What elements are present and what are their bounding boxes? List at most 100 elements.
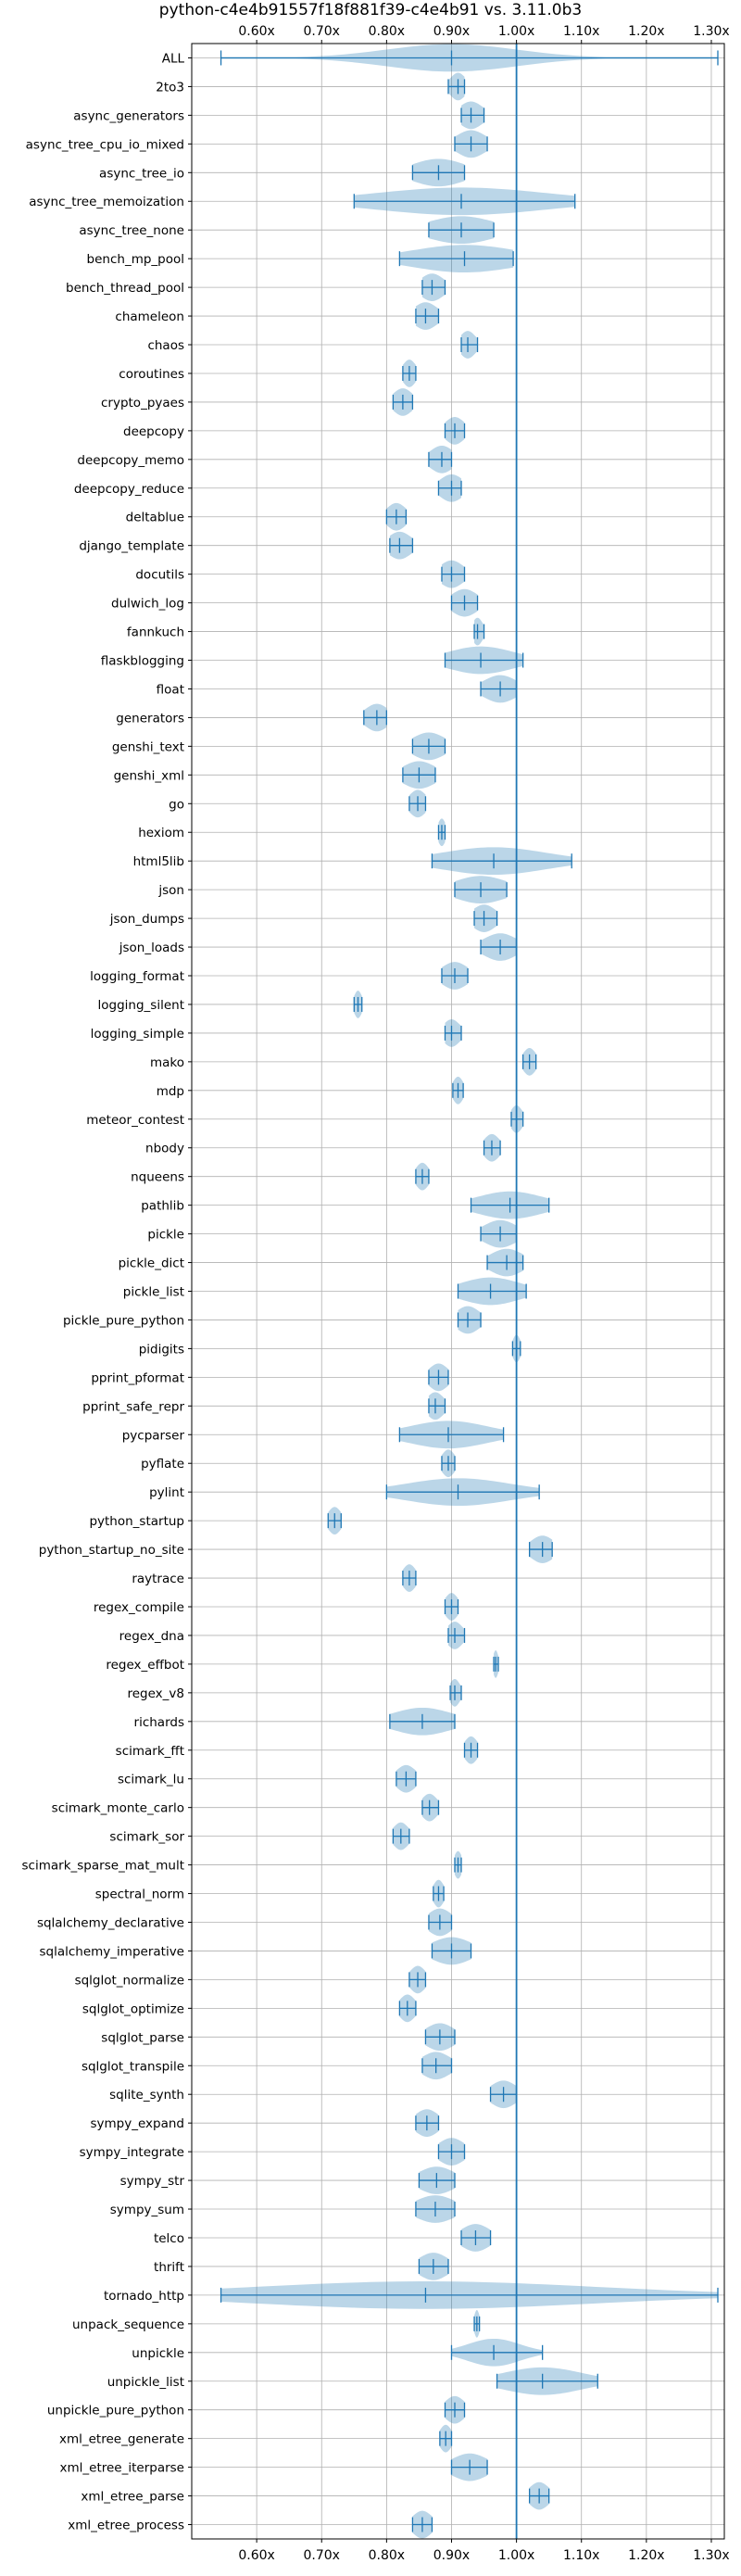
y-tick-label: unpickle_list <box>107 2375 184 2390</box>
violin-pathlib <box>470 1191 550 1219</box>
violin-sympy_expand <box>415 2109 440 2138</box>
violin-pprint_safe_repr <box>428 1392 446 1421</box>
y-tick-label: hexiom <box>138 826 184 840</box>
y-tick-label: logging_format <box>90 969 184 984</box>
violin-mako <box>521 1048 537 1076</box>
y-tick-label: sympy_expand <box>90 2116 184 2131</box>
violin-regex_effbot <box>493 1650 499 1678</box>
violin-chaos <box>460 331 479 359</box>
y-tick-label: raytrace <box>132 1572 184 1586</box>
y-tick-label: logging_silent <box>98 998 184 1013</box>
violin-unpickle_list <box>496 2367 598 2395</box>
violin-sqlglot_optimize <box>398 1994 417 2023</box>
violin-python_startup <box>327 1507 342 1534</box>
y-tick-label: meteor_contest <box>86 1113 184 1128</box>
violin-django_template <box>389 531 414 560</box>
violin-pprint_pformat <box>428 1363 449 1392</box>
y-tick-label: chaos <box>147 338 184 353</box>
violin-pyflate <box>441 1449 456 1478</box>
y-tick-label: django_template <box>79 539 184 554</box>
violin-flaskblogging <box>444 646 524 675</box>
y-tick-label: nqueens <box>131 1170 184 1185</box>
y-tick-label: thrift <box>154 2260 184 2275</box>
violin-async_tree_none <box>428 216 495 245</box>
y-tick-label: pathlib <box>141 1199 184 1214</box>
y-tick-label: pprint_safe_repr <box>82 1399 184 1414</box>
y-tick-label: deepcopy_memo <box>77 453 184 468</box>
violin-logging_format <box>441 962 469 990</box>
violin-chameleon <box>415 302 440 330</box>
y-tick-label: logging_simple <box>91 1027 184 1042</box>
y-tick-label: scimark_lu <box>118 1773 184 1787</box>
violin-unpickle_pure_python <box>444 2395 466 2424</box>
y-tick-label: richards <box>134 1715 184 1730</box>
y-tick-label: async_tree_none <box>79 223 184 238</box>
y-tick-label: json <box>157 883 184 898</box>
y-tick-label: genshi_xml <box>114 768 184 783</box>
violin-async_tree_cpu_io_mixed <box>454 130 488 158</box>
y-tick-label: ALL <box>162 51 185 66</box>
y-tick-label: pickle <box>147 1228 184 1243</box>
violin-sympy_integrate <box>437 2138 466 2166</box>
y-tick-label: pidigits <box>139 1342 184 1357</box>
violin-logging_simple <box>444 1019 462 1047</box>
y-tick-label: async_tree_cpu_io_mixed <box>26 137 184 152</box>
x-tick-label-top: 0.80x <box>369 24 405 39</box>
violin-crypto_pyaes <box>392 388 414 416</box>
y-tick-label: bench_mp_pool <box>87 252 184 267</box>
x-tick-label-bottom: 1.30x <box>693 2548 729 2563</box>
y-tick-label: sqlalchemy_declarative <box>37 1915 184 1930</box>
violin-pickle_list <box>457 1277 527 1306</box>
y-tick-label: sympy_integrate <box>80 2145 184 2160</box>
violin-html5lib <box>431 847 572 876</box>
y-tick-label: python_startup <box>89 1514 184 1529</box>
violin-async_tree_io <box>411 158 466 187</box>
violin-deltablue <box>385 502 408 531</box>
violin-xml_etree_parse <box>528 2481 550 2510</box>
y-tick-label: xml_etree_parse <box>81 2490 184 2505</box>
y-tick-label: telco <box>154 2231 184 2246</box>
violin-xml_etree_process <box>411 2510 433 2539</box>
violin-scimark_lu <box>396 1764 417 1793</box>
violin-thrift <box>418 2253 449 2280</box>
y-tick-label: 2to3 <box>156 80 184 95</box>
y-tick-label: regex_dna <box>119 1629 184 1644</box>
violin-pylint <box>385 1478 540 1507</box>
violin-unpickle <box>450 2338 544 2367</box>
y-tick-label: bench_thread_pool <box>66 281 184 296</box>
y-tick-label: unpickle_pure_python <box>47 2404 184 2418</box>
violin-sympy_sum <box>415 2195 456 2223</box>
violin-python_startup_no_site <box>528 1535 553 1563</box>
violin-bench_mp_pool <box>398 245 514 273</box>
violin-deepcopy_memo <box>428 445 453 474</box>
x-tick-label-bottom: 1.00x <box>498 2548 534 2563</box>
violin-fannkuch <box>473 617 485 646</box>
y-tick-label: float <box>157 682 184 697</box>
y-tick-label: chameleon <box>115 309 184 324</box>
y-tick-label: coroutines <box>119 367 184 382</box>
violin-scimark_sparse_mat_mult <box>454 1850 462 1879</box>
violin-async_tree_memoization <box>353 187 576 216</box>
y-tick-label: docutils <box>135 568 184 583</box>
violin-async_generators <box>460 101 485 130</box>
x-tick-label-bottom: 0.70x <box>304 2548 340 2563</box>
y-tick-label: json_loads <box>119 941 184 955</box>
y-tick-label: pycparser <box>122 1428 185 1443</box>
violin-raytrace <box>402 1564 417 1592</box>
y-tick-label: async_tree_io <box>99 166 184 181</box>
y-tick-label: python_startup_no_site <box>39 1543 184 1558</box>
y-tick-label: mdp <box>157 1084 184 1099</box>
y-tick-label: async_generators <box>73 108 184 123</box>
y-tick-label: async_tree_memoization <box>29 195 184 209</box>
y-tick-label: scimark_sparse_mat_mult <box>22 1859 184 1874</box>
y-tick-label: regex_effbot <box>106 1658 184 1673</box>
violin-xml_etree_generate <box>439 2424 453 2453</box>
y-tick-label: pickle_list <box>123 1285 184 1300</box>
y-tick-label: xml_etree_iterparse <box>60 2461 185 2476</box>
y-tick-label: deepcopy <box>123 424 184 439</box>
violin-deepcopy <box>444 417 466 445</box>
x-tick-label-top: 0.70x <box>304 24 340 39</box>
x-tick-label-bottom: 0.60x <box>238 2548 274 2563</box>
y-tick-label: sqlalchemy_imperative <box>40 1944 185 1959</box>
